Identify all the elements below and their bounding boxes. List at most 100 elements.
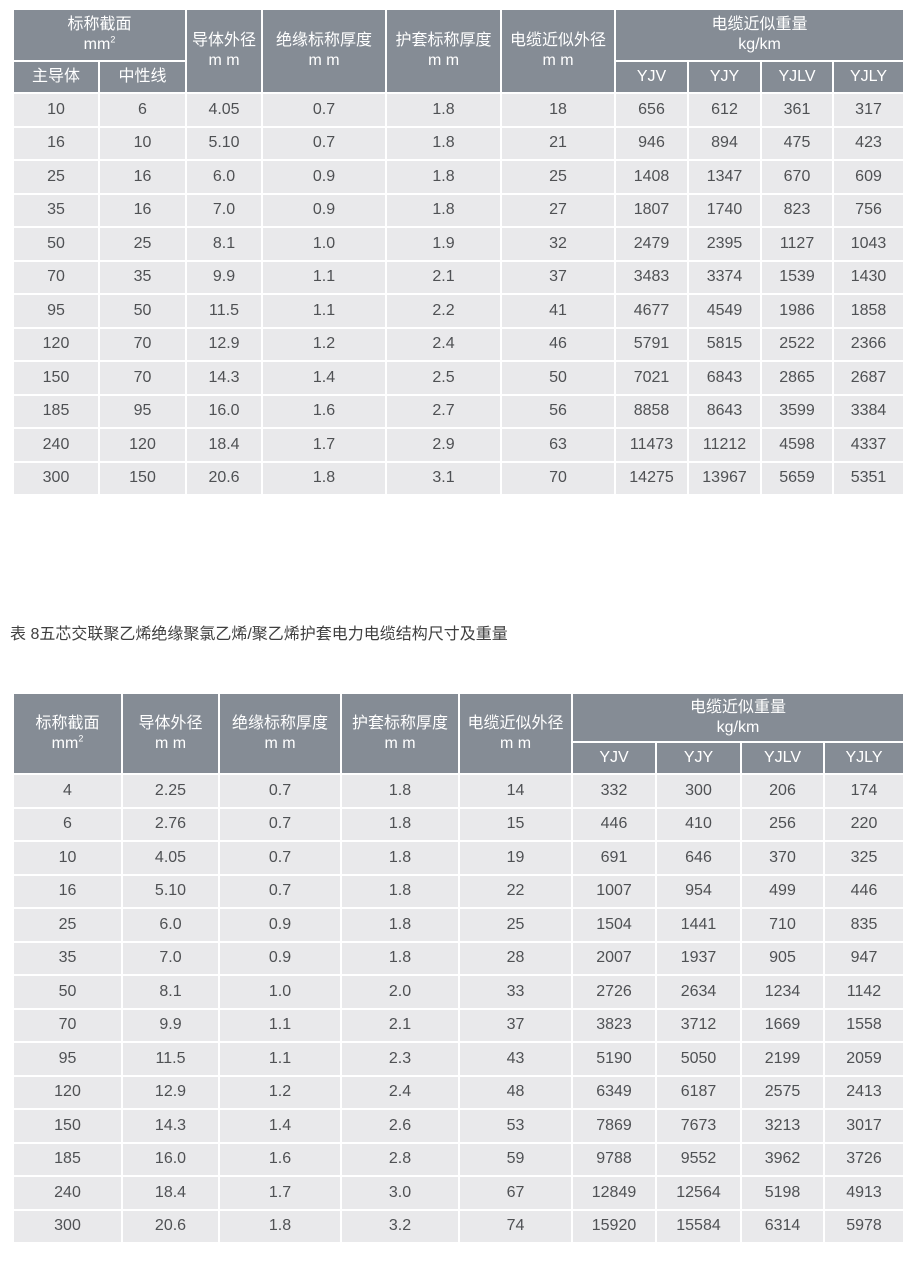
table-cell: 0.9 (263, 194, 386, 226)
table-cell: 27 (502, 194, 615, 226)
table-row: 150 14.3 1.4 2.6 53 7869 7673 3213 3017 (14, 1110, 904, 1142)
header-type-yjv: YJV (616, 62, 688, 92)
table-cell: 612 (689, 94, 761, 126)
table-cell: 332 (573, 775, 655, 807)
table-cell: 2726 (573, 976, 655, 1008)
table-cell: 300 (14, 462, 98, 494)
header-type-yjy: YJY (657, 743, 740, 773)
table-cell: 1807 (616, 194, 688, 226)
table-cell: 18.4 (187, 429, 262, 461)
table-row: 35 7.0 0.9 1.8 28 2007 1937 905 947 (14, 942, 904, 974)
table-cell: 1.8 (342, 942, 458, 974)
table-cell: 3213 (742, 1110, 823, 1142)
table-cell: 1.8 (263, 462, 386, 494)
table-cell: 95 (14, 295, 98, 327)
table-cell: 35 (100, 261, 186, 293)
table-cell: 70 (100, 328, 186, 360)
table-cell: 1.7 (220, 1177, 340, 1209)
table-cell: 1234 (742, 976, 823, 1008)
table-cell: 3.1 (387, 462, 501, 494)
table-cell: 8643 (689, 395, 761, 427)
table-cell: 12564 (657, 1177, 740, 1209)
table-cell: 70 (14, 1009, 121, 1041)
table-cell: 0.9 (263, 161, 386, 193)
table-cell: 1127 (762, 228, 833, 260)
header-main-conductor: 主导体 (14, 62, 98, 92)
table-cell: 5351 (834, 462, 904, 494)
table-cell: 1.7 (263, 429, 386, 461)
table-cell: 300 (14, 1210, 121, 1242)
table-cell: 18.4 (123, 1177, 218, 1209)
table-cell: 240 (14, 1177, 121, 1209)
table-cell: 1.8 (220, 1210, 340, 1242)
table-cell: 20.6 (123, 1210, 218, 1242)
table-row: 240 18.4 1.7 3.0 67 12849 12564 5198 4913 (14, 1177, 904, 1209)
table-cell: 1.8 (387, 194, 501, 226)
table-cell: 11.5 (187, 295, 262, 327)
table-cell: 10 (14, 94, 98, 126)
table-cell: 1007 (573, 875, 655, 907)
table-cell: 1986 (762, 295, 833, 327)
table-cell: 609 (834, 161, 904, 193)
table-cell: 0.7 (263, 94, 386, 126)
table-row: 10 4.05 0.7 1.8 19 691 646 370 325 (14, 842, 904, 874)
table-cell: 25 (460, 909, 571, 941)
table-cell: 2.25 (123, 775, 218, 807)
table-cell: 1504 (573, 909, 655, 941)
table-cell: 2.8 (342, 1143, 458, 1175)
table-cell: 120 (14, 328, 98, 360)
table-cell: 1.8 (342, 909, 458, 941)
table-cell: 6349 (573, 1076, 655, 1108)
table-cell: 1.6 (263, 395, 386, 427)
table-cell: 1539 (762, 261, 833, 293)
table-cell: 11212 (689, 429, 761, 461)
table-cell: 1.8 (387, 161, 501, 193)
header-cable-od: 电缆近似外径 m m (460, 694, 571, 773)
table-cell: 710 (742, 909, 823, 941)
table-cell: 15 (460, 808, 571, 840)
superscript-2: 2 (110, 34, 116, 45)
table-cell: 1.4 (220, 1110, 340, 1142)
header-insulation-thickness: 绝缘标称厚度 m m (263, 10, 386, 92)
table-row: 95 11.5 1.1 2.3 43 5190 5050 2199 2059 (14, 1043, 904, 1075)
table-cell: 5659 (762, 462, 833, 494)
table-cell: 185 (14, 1143, 121, 1175)
table-cell: 15920 (573, 1210, 655, 1242)
table-cell: 499 (742, 875, 823, 907)
table-cell: 2.6 (342, 1110, 458, 1142)
table-cell: 14 (460, 775, 571, 807)
table-cell: 2479 (616, 228, 688, 260)
table-cell: 1558 (825, 1009, 904, 1041)
table-cell: 70 (14, 261, 98, 293)
table-cell: 446 (573, 808, 655, 840)
table-cell: 1937 (657, 942, 740, 974)
table-cell: 9.9 (123, 1009, 218, 1041)
header-sheath-thickness: 护套标称厚度 m m (387, 10, 501, 92)
header-conductor-od: 导体外径 m m (187, 10, 262, 92)
table-cell: 15584 (657, 1210, 740, 1242)
header-type-yjly: YJLY (834, 62, 904, 92)
header-type-yjv: YJV (573, 743, 655, 773)
table-cell: 25 (100, 228, 186, 260)
table-cell: 0.7 (220, 775, 340, 807)
table-cell: 5.10 (123, 875, 218, 907)
table-cell: 4337 (834, 429, 904, 461)
table-cell: 19 (460, 842, 571, 874)
table-cell: 6843 (689, 362, 761, 394)
table-cell: 2413 (825, 1076, 904, 1108)
table-cell: 4913 (825, 1177, 904, 1209)
table-cell: 4 (14, 775, 121, 807)
table-cell: 10 (100, 127, 186, 159)
table-cell: 1.0 (263, 228, 386, 260)
table-cell: 6.0 (187, 161, 262, 193)
table-row: 4 2.25 0.7 1.8 14 332 300 206 174 (14, 775, 904, 807)
table-cell: 43 (460, 1043, 571, 1075)
table-cell: 2.1 (387, 261, 501, 293)
table-cell: 53 (460, 1110, 571, 1142)
table-cell: 691 (573, 842, 655, 874)
table-cell: 59 (460, 1143, 571, 1175)
table-cell: 1.0 (220, 976, 340, 1008)
table-cell: 7.0 (187, 194, 262, 226)
table-cell: 50 (100, 295, 186, 327)
table-cell: 120 (100, 429, 186, 461)
